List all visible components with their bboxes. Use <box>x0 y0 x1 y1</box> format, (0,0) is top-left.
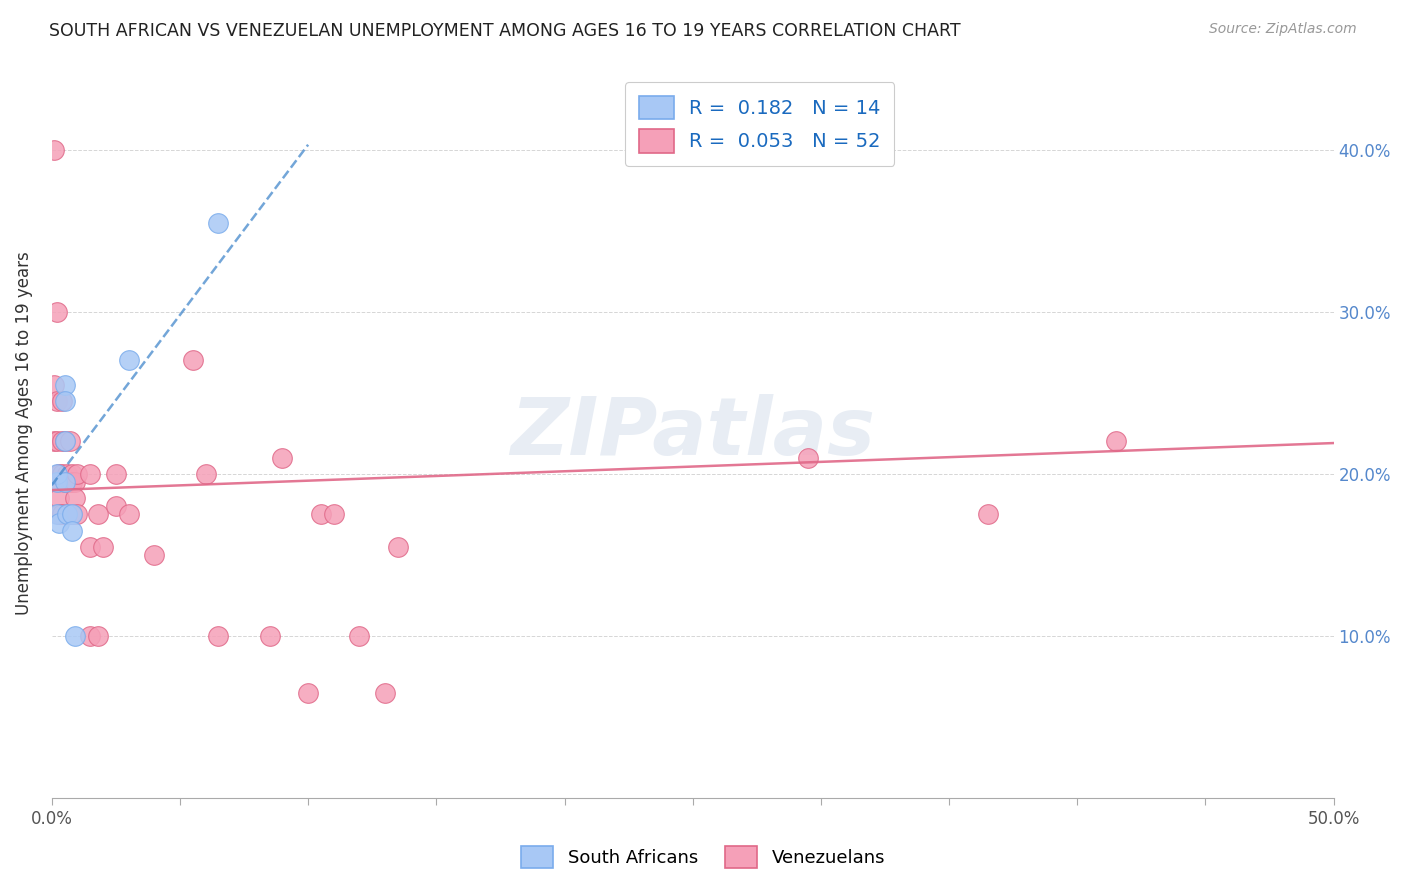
Point <box>309 508 332 522</box>
Point <box>51 393 73 408</box>
Point <box>60 508 83 522</box>
Point <box>91 540 114 554</box>
Point <box>63 475 86 489</box>
Point <box>387 540 409 554</box>
Point <box>79 629 101 643</box>
Text: SOUTH AFRICAN VS VENEZUELAN UNEMPLOYMENT AMONG AGES 16 TO 19 YEARS CORRELATION C: SOUTH AFRICAN VS VENEZUELAN UNEMPLOYMENT… <box>49 22 960 40</box>
Point <box>45 467 67 481</box>
Point <box>79 540 101 554</box>
Legend: South Africans, Venezuelans: South Africans, Venezuelans <box>510 835 896 879</box>
Point <box>45 304 67 318</box>
Point <box>53 377 76 392</box>
Point <box>56 475 79 489</box>
Point <box>797 450 820 465</box>
Legend: R =  0.182   N = 14, R =  0.053   N = 52: R = 0.182 N = 14, R = 0.053 N = 52 <box>626 82 894 166</box>
Point <box>53 434 76 449</box>
Point <box>297 686 319 700</box>
Point <box>56 467 79 481</box>
Point <box>104 467 127 481</box>
Point <box>143 548 166 562</box>
Point <box>207 215 229 229</box>
Point <box>104 500 127 514</box>
Point <box>271 450 294 465</box>
Point <box>44 143 66 157</box>
Point <box>56 508 79 522</box>
Point <box>53 475 76 489</box>
Point <box>51 434 73 449</box>
Point <box>45 434 67 449</box>
Point <box>194 467 217 481</box>
Point <box>44 377 66 392</box>
Point <box>56 508 79 522</box>
Point <box>51 467 73 481</box>
Point <box>45 508 67 522</box>
Y-axis label: Unemployment Among Ages 16 to 19 years: Unemployment Among Ages 16 to 19 years <box>15 252 32 615</box>
Point <box>45 475 67 489</box>
Text: Source: ZipAtlas.com: Source: ZipAtlas.com <box>1209 22 1357 37</box>
Point <box>374 686 396 700</box>
Point <box>207 629 229 643</box>
Point <box>60 508 83 522</box>
Point <box>66 467 89 481</box>
Point <box>44 434 66 449</box>
Point <box>118 508 141 522</box>
Point <box>53 434 76 449</box>
Point <box>66 508 89 522</box>
Point <box>87 508 110 522</box>
Point <box>322 508 344 522</box>
Point <box>59 434 82 449</box>
Point <box>60 475 83 489</box>
Point <box>51 508 73 522</box>
Point <box>59 475 82 489</box>
Point <box>118 353 141 368</box>
Point <box>48 508 70 522</box>
Point <box>79 467 101 481</box>
Text: ZIPatlas: ZIPatlas <box>510 394 875 473</box>
Point <box>87 629 110 643</box>
Point <box>45 393 67 408</box>
Point <box>60 524 83 538</box>
Point <box>48 467 70 481</box>
Point <box>259 629 281 643</box>
Point <box>48 516 70 530</box>
Point <box>63 491 86 505</box>
Point <box>1105 434 1128 449</box>
Point <box>53 393 76 408</box>
Point <box>53 475 76 489</box>
Point <box>63 629 86 643</box>
Point <box>181 353 204 368</box>
Point <box>976 508 998 522</box>
Point <box>60 467 83 481</box>
Point <box>48 491 70 505</box>
Point <box>349 629 371 643</box>
Point <box>48 475 70 489</box>
